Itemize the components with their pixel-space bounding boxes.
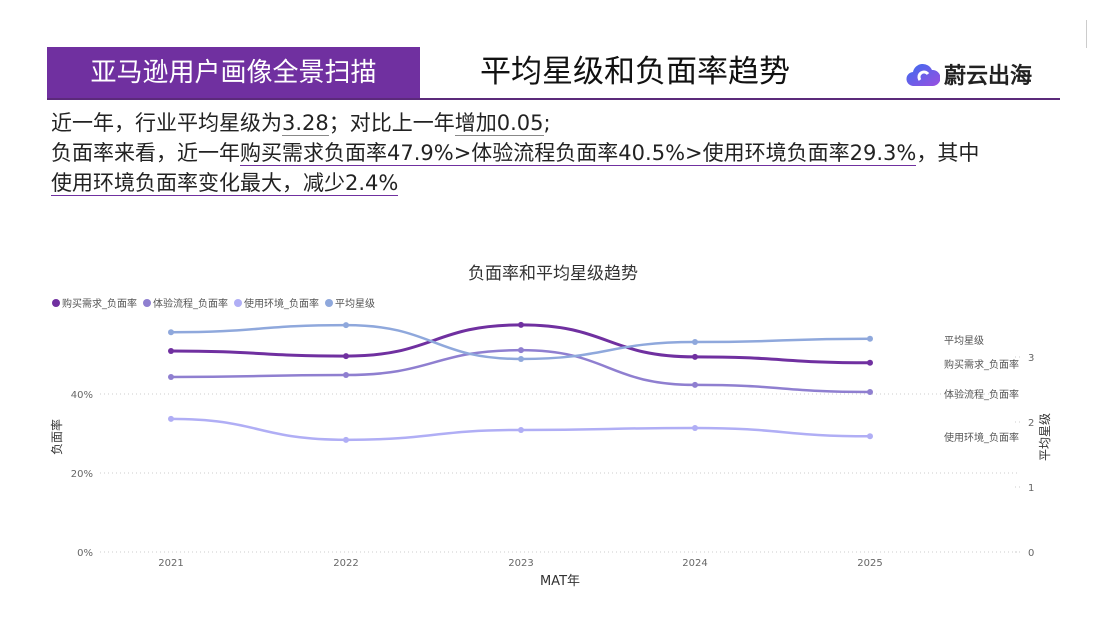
x-tick-label: 2021 bbox=[158, 558, 183, 569]
data-point bbox=[518, 321, 524, 328]
data-point bbox=[343, 436, 349, 443]
y-tick-label: 20% bbox=[71, 469, 93, 480]
legend-marker bbox=[234, 299, 242, 307]
chart-title: 负面率和平均星级趋势 bbox=[468, 264, 638, 284]
series-end-label: 使用环境_负面率 bbox=[944, 431, 1019, 444]
data-point bbox=[343, 353, 349, 360]
legend-label: 平均星级 bbox=[335, 298, 375, 310]
data-point bbox=[168, 329, 174, 336]
legend-marker bbox=[143, 299, 151, 307]
data-point bbox=[692, 424, 698, 431]
y-axis-title: 负面率 bbox=[49, 419, 64, 455]
y2-tick-label: 3 bbox=[1028, 353, 1034, 364]
data-point bbox=[692, 339, 698, 346]
summary-text: 近一年，行业平均星级为3.28；对比上一年增加0.05; 负面率来看，近一年购买… bbox=[51, 108, 979, 198]
data-point bbox=[518, 347, 524, 354]
data-point bbox=[518, 426, 524, 433]
series-end-label: 购买需求_负面率 bbox=[944, 358, 1019, 371]
legend-marker bbox=[325, 299, 333, 307]
legend-label: 购买需求_负面率 bbox=[62, 297, 137, 310]
legend-marker bbox=[52, 299, 60, 307]
data-point bbox=[867, 359, 873, 366]
summary-text: ；对比上一年 bbox=[328, 111, 455, 135]
negative-rate-ranking: 购买需求负面率47.9%>体验流程负面率40.5%>使用环境负面率29.3% bbox=[240, 141, 917, 166]
data-point bbox=[168, 415, 174, 422]
summary-text: 负面率来看，近一年 bbox=[51, 141, 240, 165]
avg-rating-value: 3.28 bbox=[282, 111, 329, 136]
data-point bbox=[343, 372, 349, 379]
y2-tick-label: 1 bbox=[1028, 483, 1034, 494]
legend-label: 体验流程_负面率 bbox=[153, 297, 228, 310]
data-point bbox=[692, 381, 698, 388]
x-axis-title: MAT年 bbox=[540, 574, 580, 589]
logo: 蔚云出海 bbox=[906, 58, 1032, 90]
x-tick-label: 2024 bbox=[682, 558, 707, 569]
data-point bbox=[692, 353, 698, 360]
y-tick-label: 40% bbox=[71, 390, 93, 401]
x-tick-label: 2025 bbox=[857, 558, 882, 569]
rating-change: 增加0.05 bbox=[454, 111, 544, 136]
biggest-change: 使用环境负面率变化最大，减少2.4% bbox=[51, 171, 399, 196]
summary-text: ; bbox=[543, 111, 551, 135]
y2-tick-label: 2 bbox=[1028, 418, 1034, 429]
summary-text: 近一年，行业平均星级为 bbox=[51, 111, 282, 135]
cloud-logo-icon bbox=[906, 63, 940, 87]
page-title: 平均星级和负面率趋势 bbox=[480, 54, 790, 90]
series-end-label: 平均星级 bbox=[944, 335, 984, 347]
data-point bbox=[168, 347, 174, 354]
data-point bbox=[867, 433, 873, 440]
data-point bbox=[168, 374, 174, 381]
series-end-label: 体验流程_负面率 bbox=[944, 388, 1019, 401]
data-point bbox=[867, 389, 873, 396]
y2-axis-title: 平均星级 bbox=[1038, 413, 1052, 461]
legend-label: 使用环境_负面率 bbox=[244, 297, 319, 310]
summary-text: ，其中 bbox=[916, 141, 980, 165]
section-banner: 亚马逊用户画像全景扫描 bbox=[47, 47, 420, 99]
header-rule bbox=[47, 98, 1060, 100]
data-point bbox=[867, 335, 873, 342]
x-tick-label: 2023 bbox=[508, 558, 533, 569]
logo-text: 蔚云出海 bbox=[944, 64, 1033, 89]
y2-tick-label: 0 bbox=[1028, 548, 1034, 559]
data-point bbox=[343, 322, 349, 329]
data-point bbox=[518, 355, 524, 362]
y-tick-label: 0% bbox=[77, 548, 93, 559]
divider bbox=[1086, 20, 1087, 48]
x-tick-label: 2022 bbox=[333, 558, 358, 569]
